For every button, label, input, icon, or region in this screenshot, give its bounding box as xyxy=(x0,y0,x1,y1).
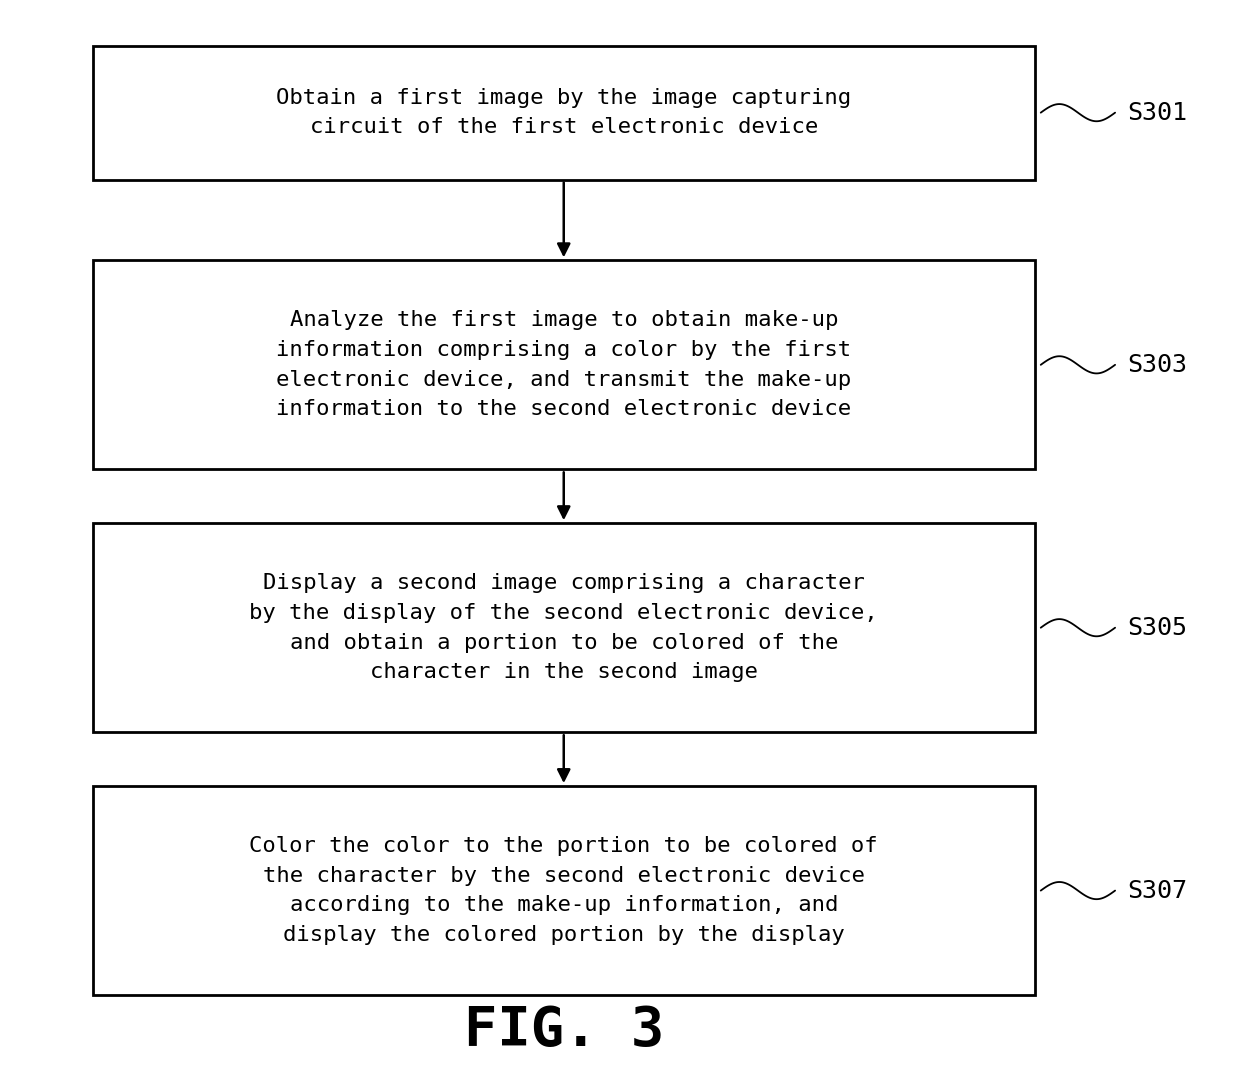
Text: Color the color to the portion to be colored of
the character by the second elec: Color the color to the portion to be col… xyxy=(249,836,878,945)
FancyBboxPatch shape xyxy=(93,524,1035,732)
Text: S303: S303 xyxy=(1127,353,1187,377)
Text: S301: S301 xyxy=(1127,101,1187,124)
Text: S307: S307 xyxy=(1127,879,1187,902)
FancyBboxPatch shape xyxy=(93,45,1035,179)
Text: FIG. 3: FIG. 3 xyxy=(463,1003,664,1057)
Text: Obtain a first image by the image capturing
circuit of the first electronic devi: Obtain a first image by the image captur… xyxy=(276,88,851,137)
FancyBboxPatch shape xyxy=(93,261,1035,470)
Text: S305: S305 xyxy=(1127,616,1187,640)
Text: Analyze the first image to obtain make-up
information comprising a color by the : Analyze the first image to obtain make-u… xyxy=(276,310,851,420)
Text: Display a second image comprising a character
by the display of the second elect: Display a second image comprising a char… xyxy=(249,573,878,682)
FancyBboxPatch shape xyxy=(93,785,1035,996)
